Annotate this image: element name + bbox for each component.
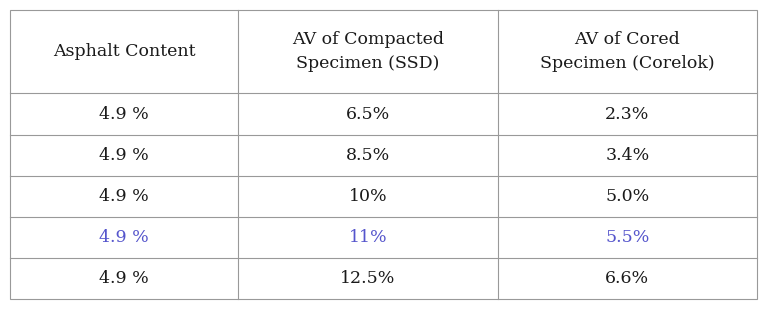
Text: 5.5%: 5.5% xyxy=(605,229,650,246)
Text: 4.9 %: 4.9 % xyxy=(99,229,149,246)
Text: 3.4%: 3.4% xyxy=(605,147,650,163)
Text: 2.3%: 2.3% xyxy=(605,106,650,122)
Text: 4.9 %: 4.9 % xyxy=(99,188,149,205)
Text: 4.9 %: 4.9 % xyxy=(99,270,149,287)
Text: 6.6%: 6.6% xyxy=(605,270,650,287)
Text: Asphalt Content: Asphalt Content xyxy=(53,43,195,60)
Text: AV of Cored
Specimen (Corelok): AV of Cored Specimen (Corelok) xyxy=(540,31,715,73)
Text: 4.9 %: 4.9 % xyxy=(99,106,149,122)
Text: 12.5%: 12.5% xyxy=(340,270,396,287)
Text: 4.9 %: 4.9 % xyxy=(99,147,149,163)
Text: 6.5%: 6.5% xyxy=(346,106,390,122)
Text: 10%: 10% xyxy=(348,188,387,205)
Text: 5.0%: 5.0% xyxy=(605,188,650,205)
Text: 11%: 11% xyxy=(348,229,387,246)
Text: AV of Compacted
Specimen (SSD): AV of Compacted Specimen (SSD) xyxy=(291,31,444,73)
Text: 8.5%: 8.5% xyxy=(346,147,390,163)
